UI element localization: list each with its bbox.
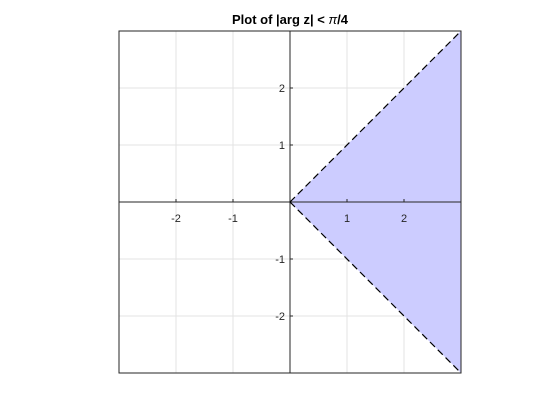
y-tick-label: -2: [275, 311, 285, 323]
x-tick-label: 1: [344, 213, 350, 225]
chart-title-pi: π: [328, 12, 337, 27]
boundary-line: [289, 201, 462, 374]
x-tick-label: -1: [228, 213, 238, 225]
plot-area: -2 -1 1 2 2 1 -1 -2: [118, 30, 462, 374]
boundary-line: [289, 30, 462, 203]
y-tick-label: 2: [279, 83, 285, 95]
y-tick-label: -1: [275, 254, 285, 266]
chart-title-prefix: Plot of |arg z| <: [232, 12, 328, 27]
x-tick-label: 2: [401, 213, 407, 225]
x-tick-label: -2: [171, 213, 181, 225]
plot-frame: [118, 30, 462, 374]
chart-title-suffix: /4: [337, 12, 349, 27]
y-tick-label: 1: [279, 140, 285, 152]
chart-title: Plot of |arg z| < π/4: [232, 12, 349, 27]
